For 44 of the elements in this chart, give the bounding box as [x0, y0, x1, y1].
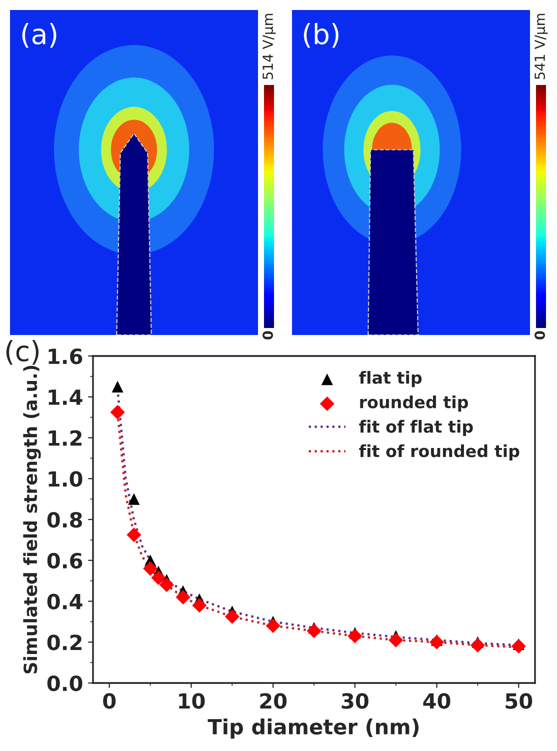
legend-label: fit of flat tip — [359, 420, 473, 436]
legend-label: fit of rounded tip — [359, 444, 520, 461]
point — [192, 598, 207, 613]
text: 541 V/μm — [534, 14, 548, 80]
point — [143, 561, 158, 576]
point — [348, 628, 362, 644]
x-tick-label: 40 — [423, 693, 450, 709]
y-tick-label: 1.4 — [48, 390, 82, 405]
point — [224, 609, 240, 624]
point — [110, 404, 125, 420]
text: 0 — [262, 331, 274, 340]
y-tick-label: 0.8 — [47, 512, 82, 528]
x-tick-label: 30 — [342, 693, 368, 709]
y-tick-label: 0.2 — [47, 634, 82, 650]
x-tick-label: 50 — [506, 693, 532, 709]
y-tick-label: 0.0 — [47, 675, 82, 692]
y-tick-label: 1.0 — [48, 471, 82, 487]
point — [429, 634, 444, 650]
point — [126, 528, 142, 542]
point — [511, 638, 526, 654]
y-axis-title: Simulated field strength (a.u.) — [23, 366, 41, 674]
x-tick-label: 0 — [103, 693, 116, 709]
point — [266, 618, 280, 634]
point — [151, 570, 166, 586]
text: (a) — [22, 23, 56, 48]
y-tick-label: 0.6 — [47, 552, 82, 569]
point — [176, 590, 190, 604]
text: (b) — [304, 23, 338, 48]
y-tick-label: 0.4 — [47, 594, 82, 610]
chart-title: (c) — [6, 340, 39, 365]
text: 514 V/μm — [262, 14, 276, 80]
x-tick-label: 20 — [260, 693, 287, 709]
legend-label: flat tip — [359, 371, 422, 388]
x-tick-label: 10 — [179, 693, 205, 709]
point — [306, 624, 322, 638]
point — [470, 638, 485, 652]
y-tick-label: 1.2 — [48, 430, 82, 446]
legend-label: rounded tip — [360, 395, 468, 412]
point — [159, 578, 174, 592]
text: 0 — [534, 331, 546, 340]
x-axis-title: Tip diameter (nm) — [208, 718, 419, 739]
y-tick-label: 1.6 — [48, 348, 82, 364]
point — [112, 380, 124, 392]
point — [128, 493, 140, 505]
